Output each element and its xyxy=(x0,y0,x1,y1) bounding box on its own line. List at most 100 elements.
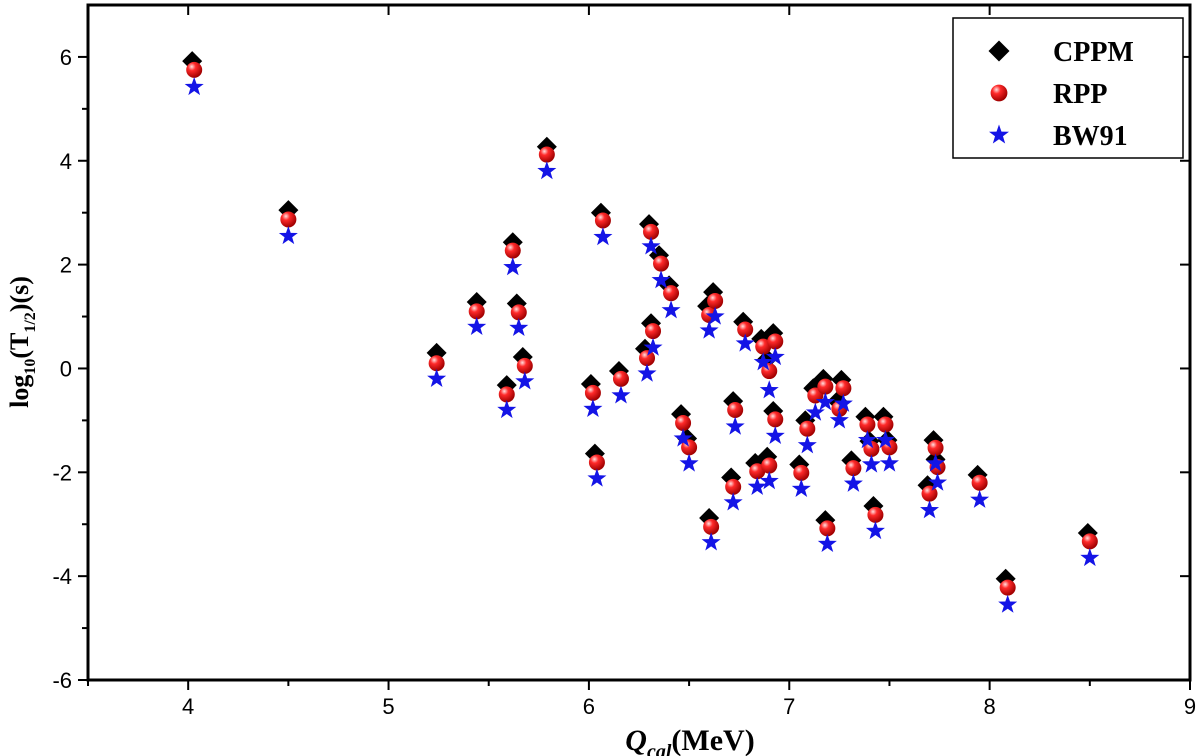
bw91-point xyxy=(920,500,940,519)
rpp-point xyxy=(767,333,784,350)
y-tick-label: 0 xyxy=(60,356,72,381)
rpp-point xyxy=(761,457,778,474)
rpp-point xyxy=(639,350,656,367)
rpp-point xyxy=(498,386,515,403)
y-tick-label: -2 xyxy=(52,460,72,485)
bw91-point xyxy=(643,337,663,356)
bw91-point xyxy=(875,430,895,449)
rpp-point xyxy=(538,146,555,163)
legend-box xyxy=(952,17,1184,159)
bw91-point xyxy=(593,227,613,246)
bw91-point xyxy=(503,257,523,276)
bw91-point xyxy=(759,380,779,399)
axis-ticks xyxy=(78,5,1191,690)
rpp-point xyxy=(819,520,836,537)
rpp-point xyxy=(1081,533,1098,550)
bw91-point xyxy=(843,473,863,492)
bw91-point xyxy=(651,270,671,289)
rpp-point xyxy=(510,304,527,321)
rpp-point xyxy=(594,212,611,229)
rpp-point xyxy=(703,518,720,535)
bw91-point xyxy=(928,472,948,491)
rpp-point xyxy=(725,478,742,495)
bw91-point xyxy=(673,428,693,447)
rpp-point xyxy=(867,506,884,523)
x-tick-label: 5 xyxy=(382,694,394,719)
rpp-point xyxy=(645,323,662,340)
rpp-point xyxy=(799,420,816,437)
x-tick-label: 6 xyxy=(583,694,595,719)
bw91-point xyxy=(797,435,817,454)
bw91-point xyxy=(509,317,529,337)
series-bw91 xyxy=(184,77,1100,613)
rpp-point xyxy=(727,402,744,418)
bw91-point xyxy=(537,161,557,180)
plot-frame xyxy=(86,3,1192,682)
x-axis-title: Qcal(MeV) xyxy=(625,724,754,756)
rpp-point xyxy=(749,463,766,480)
rpp-point xyxy=(516,357,533,374)
bw91-point xyxy=(791,478,811,498)
rpp-point xyxy=(793,464,810,481)
y-tick-label: 4 xyxy=(60,149,72,174)
bw91-point xyxy=(723,492,743,511)
rpp-point xyxy=(186,61,203,78)
x-tick-label: 7 xyxy=(783,694,795,719)
series-rpp xyxy=(186,61,1098,596)
legend-label-bw91: BW91 xyxy=(1053,121,1128,152)
bw91-point xyxy=(815,392,835,411)
bw91-point xyxy=(865,520,885,540)
legend-label-rpp: RPP xyxy=(1053,79,1107,110)
bw91-point xyxy=(515,371,535,390)
bw91-point xyxy=(699,320,719,339)
rpp-point xyxy=(663,285,680,302)
bw91-point xyxy=(735,333,755,352)
rpp-point xyxy=(859,416,876,433)
bw91-point xyxy=(611,385,631,404)
bw91-point xyxy=(970,489,990,508)
y-axis-title: log10(T1/2)(s) xyxy=(5,276,39,408)
rpp-point xyxy=(675,414,692,431)
bw91-point xyxy=(583,398,603,418)
y-tick-label: -6 xyxy=(52,668,72,693)
bw91-point xyxy=(497,400,517,419)
bw91-point xyxy=(817,533,837,553)
bw91-point xyxy=(661,300,681,319)
rpp-point xyxy=(845,460,862,477)
bw91-point xyxy=(637,363,657,382)
rpp-point xyxy=(817,378,834,395)
bw91-point xyxy=(705,306,725,325)
bw91-point xyxy=(753,352,773,371)
axis-titles: Qcal(MeV) log10(T1/2)(s) xyxy=(5,276,755,756)
rpp-point xyxy=(999,579,1016,596)
x-tick-label: 4 xyxy=(182,694,194,719)
bw91-point xyxy=(587,468,607,487)
rpp-point xyxy=(468,303,485,320)
bw91-point xyxy=(833,393,853,412)
legend-marker-cppm xyxy=(988,40,1010,62)
bw91-point xyxy=(998,594,1018,613)
data-points xyxy=(182,51,1100,613)
rpp-point xyxy=(612,370,629,387)
y-tick-label: -4 xyxy=(52,564,72,589)
bw91-point xyxy=(765,347,785,366)
bw91-point xyxy=(857,430,877,449)
rpp-point xyxy=(835,380,852,397)
y-tick-label: 2 xyxy=(60,253,72,278)
x-tick-label: 9 xyxy=(1184,694,1196,719)
bw91-point xyxy=(701,532,721,551)
rpp-point xyxy=(588,454,605,471)
bw91-point xyxy=(926,453,946,472)
x-tick-label: 8 xyxy=(984,694,996,719)
bw91-point xyxy=(679,453,699,472)
rpp-point xyxy=(280,211,297,228)
bw91-point xyxy=(184,77,204,96)
bw91-point xyxy=(861,454,881,473)
rpp-point xyxy=(707,292,724,309)
rpp-point xyxy=(428,355,445,372)
bw91-point xyxy=(829,410,849,429)
bw91-point xyxy=(765,425,785,445)
rpp-point xyxy=(737,321,754,338)
rpp-point xyxy=(877,416,894,433)
